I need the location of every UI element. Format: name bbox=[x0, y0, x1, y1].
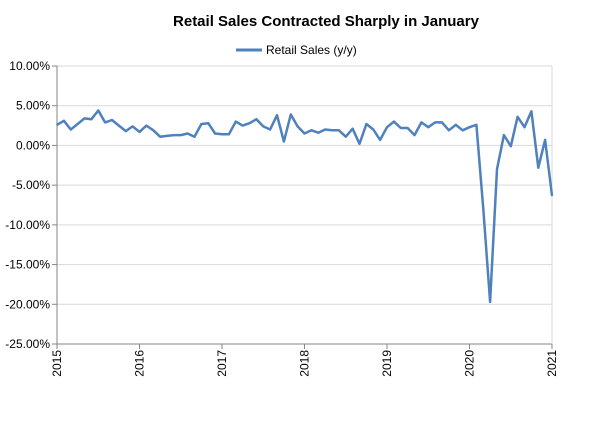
data-point bbox=[434, 121, 436, 124]
data-point bbox=[324, 128, 326, 131]
y-tick-label: 5.00% bbox=[16, 99, 50, 113]
data-point bbox=[262, 125, 265, 128]
data-point bbox=[365, 123, 368, 125]
data-point bbox=[413, 134, 416, 137]
data-point bbox=[228, 133, 230, 136]
data-point bbox=[441, 121, 443, 124]
data-point bbox=[145, 124, 148, 127]
data-point bbox=[56, 123, 58, 126]
data-point bbox=[138, 131, 141, 133]
data-point bbox=[475, 123, 478, 126]
data-point bbox=[214, 132, 217, 135]
data-point bbox=[296, 125, 299, 128]
data-point bbox=[386, 126, 388, 129]
y-tick-label: -25.00% bbox=[5, 337, 50, 351]
data-point bbox=[76, 123, 79, 125]
data-point bbox=[241, 124, 244, 127]
data-point bbox=[166, 135, 168, 137]
gridlines bbox=[57, 65, 552, 345]
data-point bbox=[97, 109, 100, 112]
data-point bbox=[63, 119, 65, 122]
data-point bbox=[186, 132, 189, 135]
data-point bbox=[193, 135, 196, 138]
data-point bbox=[310, 129, 313, 132]
x-tick-label: 2018 bbox=[298, 350, 312, 377]
data-point bbox=[173, 134, 175, 137]
data-point bbox=[351, 127, 354, 130]
data-point bbox=[379, 139, 381, 141]
series-line bbox=[56, 109, 554, 304]
data-point bbox=[468, 126, 471, 129]
data-point bbox=[530, 110, 533, 113]
data-point bbox=[496, 168, 498, 171]
x-tick-label: 2019 bbox=[380, 350, 394, 377]
data-point bbox=[276, 114, 278, 117]
data-point bbox=[234, 120, 237, 123]
data-point bbox=[283, 140, 285, 143]
x-tick-label: 2020 bbox=[463, 350, 477, 377]
data-point bbox=[179, 134, 182, 137]
axes bbox=[52, 65, 553, 349]
data-point bbox=[317, 131, 320, 134]
data-point bbox=[344, 135, 347, 138]
x-tick-label: 2017 bbox=[215, 350, 229, 377]
data-point bbox=[69, 128, 72, 131]
data-point bbox=[338, 129, 340, 132]
data-point bbox=[551, 194, 553, 197]
legend: Retail Sales (y/y) bbox=[236, 43, 357, 57]
data-point bbox=[248, 122, 251, 125]
data-point bbox=[269, 128, 271, 131]
data-point bbox=[200, 123, 203, 125]
y-tick-label: -10.00% bbox=[5, 218, 50, 232]
data-point bbox=[111, 119, 113, 121]
data-point bbox=[118, 124, 120, 127]
data-point bbox=[104, 121, 106, 124]
data-point bbox=[461, 129, 464, 132]
data-point bbox=[427, 126, 430, 129]
tick-labels: 10.00% 5.00% 0.00% -5.00% -10.00% -15.00% -20.… bbox=[5, 59, 559, 377]
data-point bbox=[90, 118, 93, 121]
data-point bbox=[503, 134, 505, 137]
x-tick-label: 2021 bbox=[545, 350, 559, 377]
data-point bbox=[372, 128, 375, 131]
data-point bbox=[420, 121, 423, 124]
data-point bbox=[358, 142, 361, 145]
data-point bbox=[221, 133, 223, 136]
data-point bbox=[516, 115, 519, 118]
data-point bbox=[83, 117, 86, 120]
y-tick-label: 10.00% bbox=[9, 59, 50, 73]
chart-title: Retail Sales Contracted Sharply in Janua… bbox=[173, 13, 480, 30]
data-point bbox=[289, 113, 292, 116]
x-tick-label: 2016 bbox=[133, 350, 147, 377]
y-tick-label: 0.00% bbox=[16, 138, 50, 152]
x-tick-label: 2015 bbox=[50, 350, 64, 377]
data-point bbox=[207, 122, 210, 125]
y-tick-label: -15.00% bbox=[5, 258, 50, 272]
y-tick-label: -20.00% bbox=[5, 297, 50, 311]
data-point bbox=[399, 127, 402, 129]
data-point bbox=[448, 129, 450, 132]
series-layer bbox=[56, 109, 554, 304]
data-point bbox=[406, 127, 409, 129]
legend-label: Retail Sales (y/y) bbox=[266, 43, 357, 57]
data-point bbox=[523, 126, 526, 129]
data-point bbox=[544, 139, 546, 141]
data-point bbox=[509, 145, 512, 148]
data-point bbox=[303, 132, 306, 135]
data-point bbox=[131, 125, 134, 128]
y-tick-label: -5.00% bbox=[12, 178, 50, 192]
data-point bbox=[159, 135, 162, 138]
data-point bbox=[152, 129, 155, 132]
data-point bbox=[482, 208, 485, 210]
data-point bbox=[454, 123, 457, 126]
data-point bbox=[489, 301, 491, 303]
data-point bbox=[255, 118, 258, 121]
data-point bbox=[393, 120, 395, 123]
data-point bbox=[331, 129, 333, 132]
data-point bbox=[537, 166, 540, 169]
data-point bbox=[124, 130, 127, 133]
